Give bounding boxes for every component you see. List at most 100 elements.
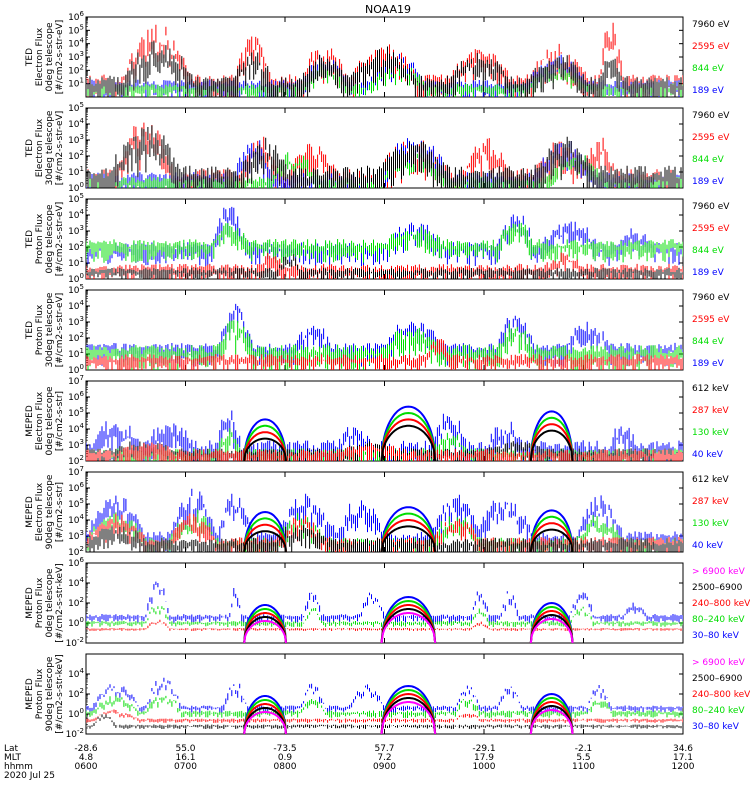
belt-arc [380, 525, 437, 552]
y-tick-label: 103 [68, 438, 84, 451]
belt-arc [243, 510, 287, 552]
y-tick-label: 105 [68, 101, 84, 114]
footer-lat-value: -73.5 [273, 744, 296, 754]
legend-entry: 30–80 keV [692, 722, 740, 732]
footer-mlt-value: 0.9 [278, 753, 293, 763]
belt-arc [529, 410, 574, 461]
panel-5: 107 106 105 104 103 102 MEPED Electron Flux 0deg… [25, 374, 729, 467]
legend-entry: 7960 eV [692, 293, 730, 303]
belt-arc [380, 411, 437, 461]
legend-entry: 2500–6900 [692, 583, 743, 593]
y-tick-label: 100 [68, 363, 84, 376]
y-tick-label: 103 [68, 133, 84, 146]
y-axis-label-line: Proton Flux [35, 304, 45, 355]
footer-date: 2020 Jul 25 [4, 771, 55, 781]
y-axis-label-line: 0deg telescope [45, 568, 55, 638]
legend-entry: 189 eV [692, 177, 725, 187]
legend-entry: 287 keV [692, 497, 729, 507]
legend-entry: 240–800 keV [692, 690, 750, 700]
y-tick-label: 105 [68, 23, 84, 36]
y-tick-label: 104 [68, 299, 84, 312]
legend-entry: > 6900 keV [692, 658, 746, 668]
belt-arc [243, 517, 287, 552]
footer-hhmm-value: 0800 [274, 762, 297, 772]
y-tick-label: 101 [68, 347, 84, 360]
legend-entry: 30–80 keV [692, 631, 740, 641]
footer-hhmm-value: 0700 [174, 762, 197, 772]
y-tick-label: 10-2 [66, 727, 84, 740]
y-tick-label: 10-2 [66, 636, 84, 649]
belt-arc [243, 431, 287, 461]
y-axis-label-line: 0deg telescope [45, 204, 55, 274]
belt-arc [529, 416, 574, 461]
belt-arc [529, 618, 574, 643]
belt-arc [243, 612, 287, 643]
belt-arc [243, 620, 287, 643]
y-axis-label-line: 0deg telescope [45, 22, 55, 92]
belt-arc [380, 688, 437, 734]
legend-entry: 844 eV [692, 337, 725, 347]
y-tick-label: 106 [68, 481, 84, 494]
belt-arc [243, 530, 287, 552]
footer-lat-value: 34.6 [673, 744, 693, 754]
y-axis-label-line: 30deg telescope [45, 110, 55, 185]
series-trace [86, 222, 683, 263]
belt-arc [529, 697, 574, 734]
y-axis-label-line: MEPED [25, 496, 35, 528]
belt-arc [380, 701, 437, 734]
belt-arc [529, 692, 574, 734]
y-axis-label-line: Electron Flux [35, 482, 45, 541]
y-tick-label: 103 [68, 529, 84, 542]
y-axis-label-line: TED [25, 139, 35, 158]
legend-entry: 844 eV [692, 64, 725, 74]
belt-arc [243, 424, 287, 461]
legend-entry: 2595 eV [692, 133, 730, 143]
legend-entry: 189 eV [692, 268, 725, 278]
y-tick-label: 106 [68, 10, 84, 23]
panel-2: 105 104 103 102 101 100 TED Electron Flux 30deg … [25, 101, 730, 194]
y-tick-label: 106 [68, 556, 84, 569]
y-tick-label: 102 [68, 331, 84, 344]
panel-frame [85, 380, 684, 462]
y-axis-label-line: Electron Flux [35, 27, 45, 86]
y-axis-label-line: Electron Flux [35, 391, 45, 450]
y-axis-label-line: Proton Flux [35, 668, 45, 719]
y-tick-label: 106 [68, 390, 84, 403]
belt-arc [529, 522, 574, 552]
y-axis-label-line: 90deg telescope [45, 474, 55, 549]
y-tick-label: 104 [68, 37, 84, 50]
series-trace [86, 254, 683, 279]
belt-arc [529, 429, 574, 461]
series-trace [86, 695, 683, 718]
y-axis-label-line: Proton Flux [35, 213, 45, 264]
belt-arc [529, 701, 574, 734]
footer-lat-value: -29.1 [472, 744, 495, 754]
footer-hhmm-value: 1200 [672, 762, 695, 772]
panel-data [86, 122, 683, 188]
panel-data [86, 303, 683, 370]
y-axis-label-line: [#/cm2-s-str-eV] [55, 111, 65, 186]
series-trace [86, 606, 683, 627]
series-trace [86, 677, 683, 713]
y-tick-label: 104 [68, 576, 84, 589]
legend-entry: 2500–6900 [692, 674, 743, 684]
legend-entry: 612 keV [692, 384, 729, 394]
y-tick-label: 100 [68, 707, 84, 720]
y-tick-label: 102 [68, 596, 84, 609]
belt-arc [380, 684, 437, 734]
panel-data [86, 206, 683, 279]
y-tick-label: 105 [68, 283, 84, 296]
belt-arc [529, 515, 574, 552]
y-axis-label-line: [#/cm2-s-str-keV] [55, 563, 65, 642]
y-tick-label: 102 [68, 63, 84, 76]
footer-lat-value: 55.0 [175, 744, 195, 754]
legend-entry: 2595 eV [692, 42, 730, 52]
belt-arc [380, 418, 437, 461]
legend-entry: 7960 eV [692, 202, 730, 212]
belt-arc [243, 604, 287, 643]
series-trace [86, 619, 683, 631]
y-axis-label-line: [#/cm2-s-str] [55, 391, 65, 451]
y-tick-label: 107 [68, 465, 84, 478]
belt-arc [529, 610, 574, 643]
